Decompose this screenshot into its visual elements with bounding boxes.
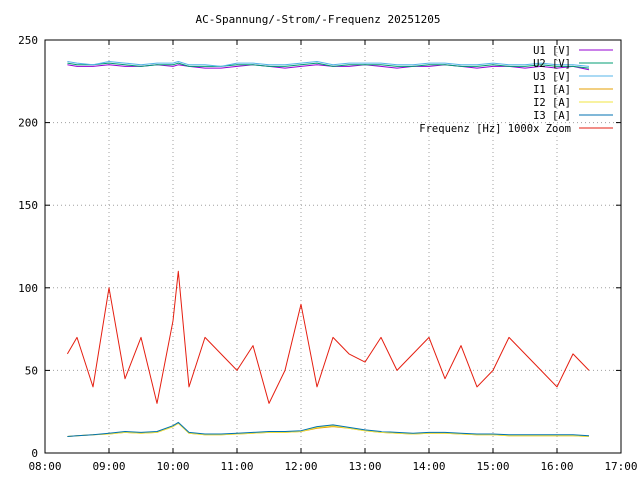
y-tick-label: 0 (31, 447, 38, 460)
y-tick-label: 150 (18, 199, 38, 212)
x-tick-label: 11:00 (220, 460, 253, 473)
y-tick-label: 100 (18, 282, 38, 295)
series-line-2 (67, 62, 590, 69)
plot-frame (44, 39, 622, 454)
x-tick-label: 16:00 (540, 460, 573, 473)
y-tick-label: 200 (18, 117, 38, 130)
grid (45, 40, 621, 453)
x-axis-ticks: 08:00 09:00 10:00 11:00 12:00 13:00 14:00 15:00… (28, 40, 638, 473)
x-tick-label: 08:00 (28, 460, 61, 473)
legend-label: I3 [A] (533, 110, 571, 122)
series-lines (66, 61, 590, 437)
series-line-3 (67, 61, 590, 67)
y-axis-ticks: 0 50 100 150 200 250 (18, 34, 621, 460)
series-line-7 (66, 270, 590, 404)
x-tick-label: 15:00 (476, 460, 509, 473)
chart-title: AC-Spannung/-Strom/-Frequenz 20251205 (195, 13, 440, 26)
x-tick-label: 10:00 (156, 460, 189, 473)
legend-label: U3 [V] (533, 71, 571, 83)
series-line-6 (67, 421, 590, 437)
x-tick-label: 09:00 (92, 460, 125, 473)
legend-label: Frequenz [Hz] 1000x Zoom (419, 123, 571, 135)
legend: U1 [V]U2 [V]U3 [V]I1 [A]I2 [A]I3 [A]Freq… (419, 45, 613, 135)
x-tick-label: 14:00 (412, 460, 445, 473)
series-line-5 (67, 422, 590, 437)
legend-label: I2 [A] (533, 97, 571, 109)
legend-label: I1 [A] (533, 84, 571, 96)
x-tick-label: 12:00 (284, 460, 317, 473)
y-tick-label: 50 (25, 364, 38, 377)
x-tick-label: 13:00 (348, 460, 381, 473)
legend-label: U2 [V] (533, 58, 571, 70)
legend-label: U1 [V] (533, 45, 571, 57)
y-tick-label: 250 (18, 34, 38, 47)
x-tick-label: 17:00 (604, 460, 637, 473)
